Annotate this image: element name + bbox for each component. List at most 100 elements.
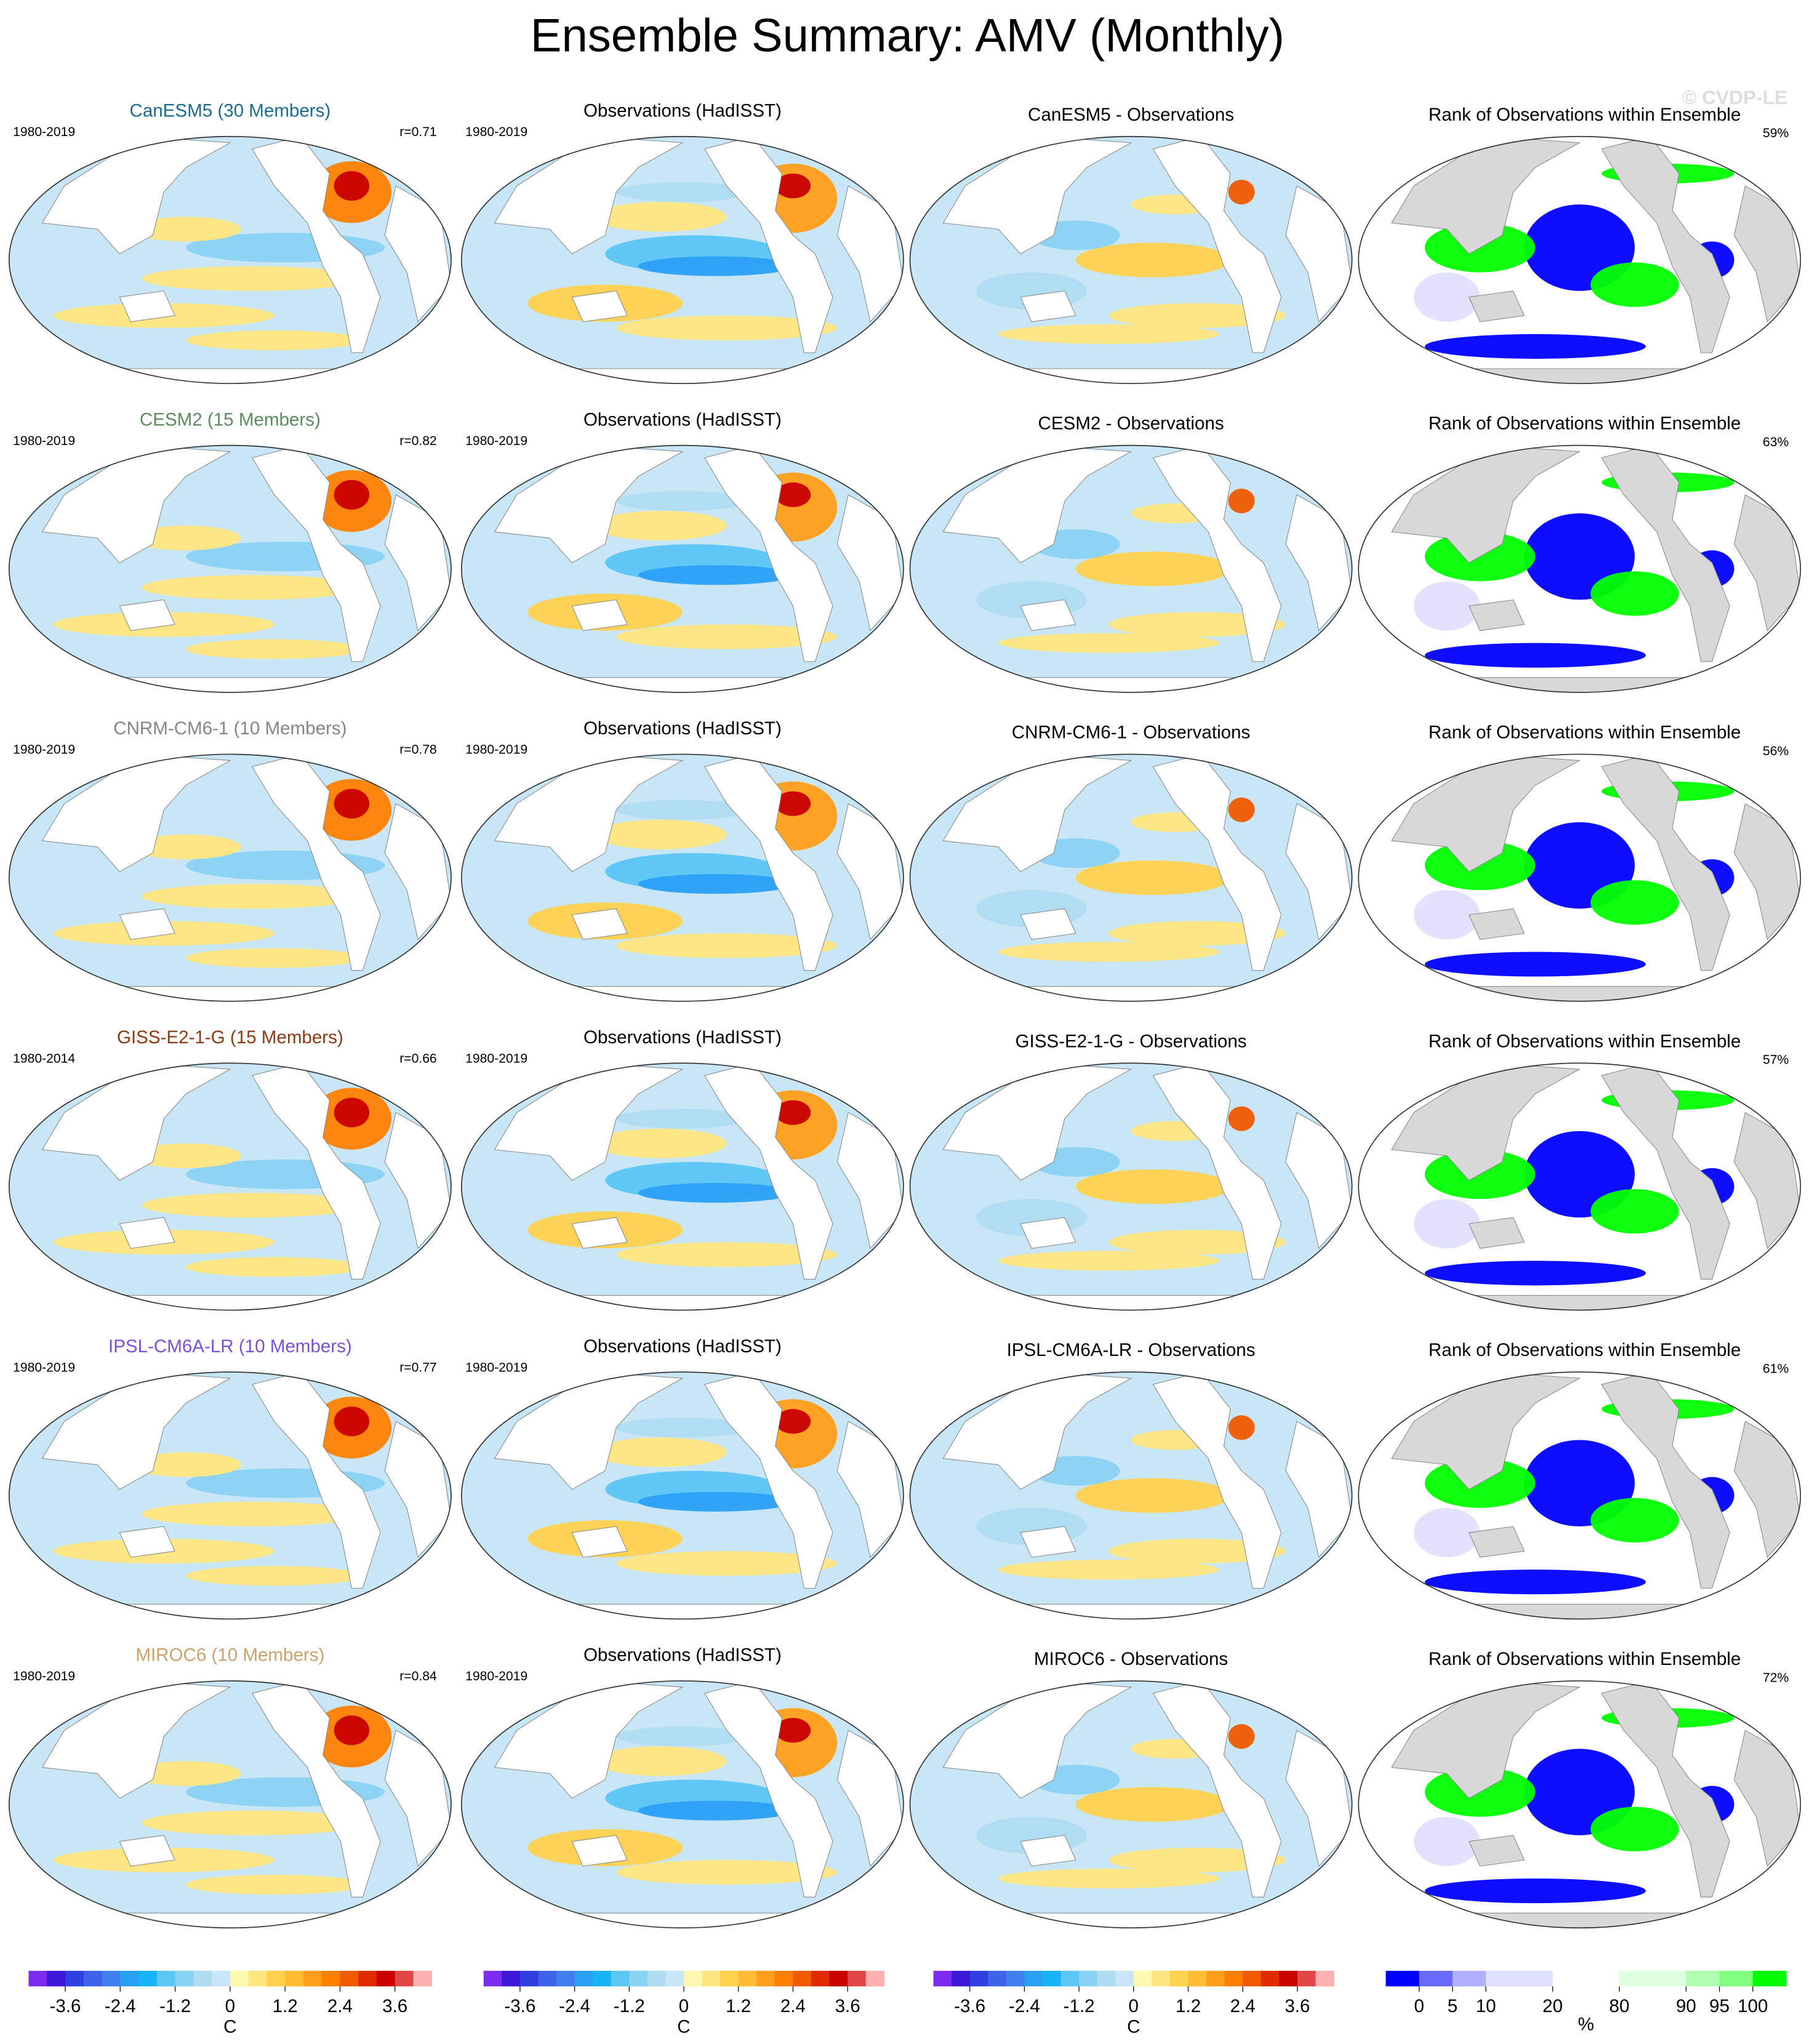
- model-period: 1980-2019: [13, 743, 75, 757]
- map-outline: [909, 135, 1353, 384]
- colorbar-box: [138, 1970, 158, 1987]
- land: [1020, 599, 1076, 632]
- land: [483, 986, 882, 1001]
- diff-title: MIROC6 - Observations: [1034, 1649, 1228, 1669]
- map-outline: [8, 444, 452, 693]
- map-region: [594, 202, 727, 232]
- map: [1358, 136, 1801, 384]
- land: [1601, 445, 1730, 662]
- obs-title: Observations (HadISST): [583, 409, 782, 430]
- model-title: GISS-E2-1-G (15 Members): [117, 1027, 343, 1048]
- land: [1380, 1603, 1779, 1619]
- pattern-correlation: r=0.77: [399, 1360, 436, 1374]
- map-region: [998, 1868, 1220, 1889]
- colorbar-box: [1452, 1970, 1486, 1987]
- map: [461, 1372, 904, 1619]
- colorbar-box: [376, 1970, 396, 1987]
- colorbar-box: [395, 1970, 414, 1987]
- colorbar-box: [248, 1970, 268, 1987]
- figure-title: Ensemble Summary: AMV (Monthly): [531, 9, 1285, 62]
- land: [1152, 1680, 1282, 1898]
- land: [494, 754, 684, 872]
- colorbar-box: [738, 1970, 757, 1987]
- land: [1391, 136, 1581, 255]
- model-title: CNRM-CM6-1 (10 Members): [113, 718, 347, 739]
- colorbar-box: [952, 1970, 971, 1987]
- map: [910, 1372, 1352, 1619]
- map-region: [1075, 1169, 1231, 1205]
- model-period: 1980-2014: [13, 1052, 75, 1066]
- map-region: [775, 482, 811, 507]
- colorbar-box: [629, 1970, 648, 1987]
- land: [119, 1217, 175, 1249]
- land: [41, 445, 231, 563]
- map-region: [998, 1251, 1220, 1271]
- colorbar-tick-label: 0: [679, 1996, 689, 2016]
- pattern-correlation: r=0.82: [399, 434, 436, 448]
- colorbar-tick-label: 10: [1476, 1996, 1496, 2016]
- land: [1468, 1526, 1525, 1558]
- land: [1468, 291, 1525, 323]
- colorbar-box: [1619, 1970, 1687, 1987]
- land: [942, 445, 1132, 563]
- map-region: [142, 1501, 363, 1526]
- map-outline: [1358, 1680, 1802, 1929]
- land: [1380, 1912, 1779, 1928]
- colorbar-box: [1243, 1970, 1262, 1987]
- map-outline: [8, 753, 452, 1002]
- map-region: [638, 1800, 793, 1821]
- colorbar-box: [702, 1970, 721, 1987]
- land: [494, 136, 684, 255]
- map-region: [186, 330, 363, 350]
- land: [932, 986, 1330, 1001]
- land: [942, 754, 1132, 872]
- map-outline: [460, 444, 904, 693]
- colorbar-box: [1152, 1970, 1171, 1987]
- map: [910, 136, 1352, 384]
- model-title: MIROC6 (10 Members): [135, 1645, 324, 1666]
- land: [704, 754, 833, 971]
- model-period: 1980-2019: [13, 1669, 75, 1683]
- obs-title: Observations (HadISST): [583, 1645, 782, 1666]
- land: [483, 1912, 882, 1928]
- map-region: [334, 788, 370, 819]
- land: [41, 754, 231, 872]
- colorbar-box: [665, 1970, 684, 1987]
- map: [461, 1063, 904, 1310]
- map-region: [1228, 1106, 1255, 1131]
- colorbar-unit: %: [1578, 2014, 1594, 2034]
- colorbar-tick-label: 2.4: [780, 1996, 806, 2016]
- map-region: [142, 1810, 363, 1835]
- obs-title: Observations (HadISST): [583, 1027, 782, 1048]
- map-outline: [1358, 753, 1802, 1002]
- colorbar-tick-label: 100: [1738, 1996, 1768, 2016]
- colorbar-box: [593, 1970, 612, 1987]
- map-region: [616, 1109, 749, 1129]
- land: [942, 1372, 1132, 1490]
- colorbar-box: [1097, 1970, 1116, 1987]
- model-title: CESM2 (15 Members): [140, 409, 321, 430]
- map-region: [142, 266, 363, 291]
- map-region: [775, 173, 811, 199]
- map-outline: [1358, 135, 1802, 384]
- map-region: [594, 1746, 727, 1776]
- land: [932, 677, 1330, 692]
- map-region: [616, 933, 838, 958]
- land: [1468, 1835, 1525, 1867]
- map-region: [1413, 581, 1480, 631]
- land: [1020, 1217, 1076, 1249]
- map-region: [1413, 890, 1480, 940]
- map: [9, 1372, 451, 1619]
- land: [571, 1835, 628, 1867]
- colorbar-box: [556, 1970, 575, 1987]
- model-period: 1980-2019: [13, 1360, 75, 1374]
- colorbar-box: [720, 1970, 739, 1987]
- map-outline: [460, 1680, 904, 1929]
- colorbar-tick-label: 20: [1542, 1996, 1563, 2016]
- colorbar-tick-label: 95: [1709, 1996, 1730, 2016]
- map-outline: [460, 1062, 904, 1311]
- map-region: [1590, 1498, 1679, 1543]
- obs-period: 1980-2019: [465, 1669, 527, 1683]
- diff-title: GISS-E2-1-G - Observations: [1016, 1031, 1247, 1051]
- colorbar-box: [267, 1970, 286, 1987]
